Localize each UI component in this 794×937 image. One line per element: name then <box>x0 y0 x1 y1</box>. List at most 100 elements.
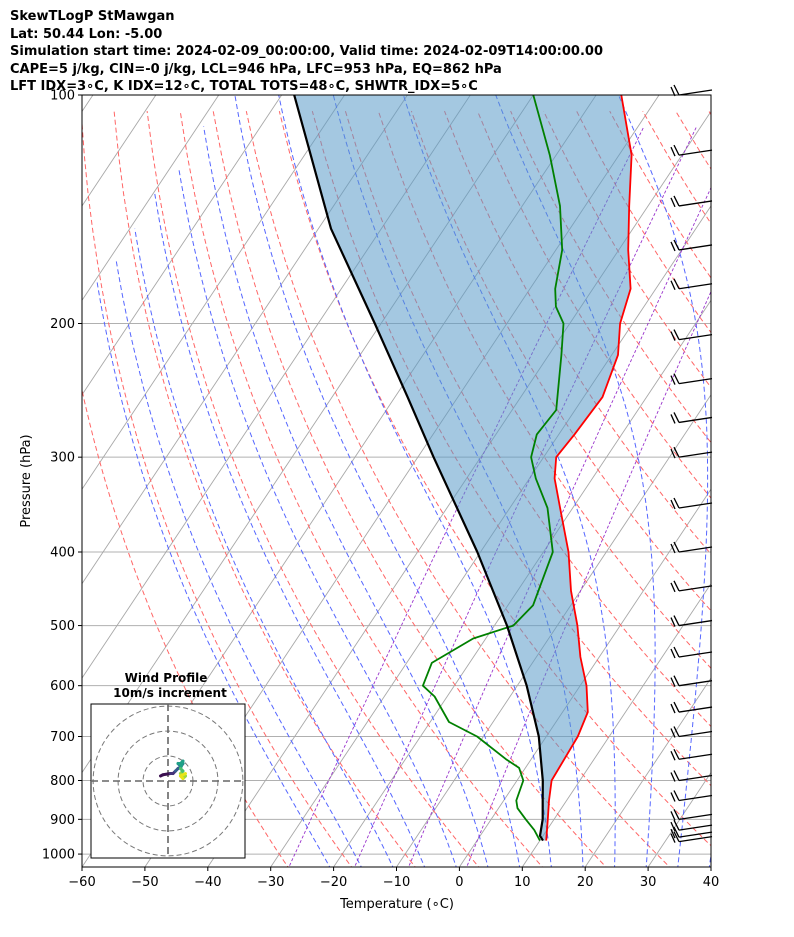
mixing-ratio-line <box>408 186 711 867</box>
isotherm <box>333 299 711 867</box>
x-axis-label: Temperature (∘C) <box>339 897 454 912</box>
dry-adiabat <box>146 111 480 867</box>
wind-barb-flag <box>673 615 680 626</box>
title-cape-line: CAPE=5 j/kg, CIN=-0 j/kg, LCL=946 hPa, L… <box>10 61 502 77</box>
moist-adiabat <box>115 260 362 867</box>
x-tick-label: −10 <box>383 875 410 890</box>
wind-barb-flag <box>673 497 680 509</box>
wind-barb-flag <box>670 648 676 659</box>
x-tick-label: 0 <box>455 875 463 890</box>
isotherm <box>710 866 711 867</box>
wind-barb-flag <box>670 821 676 832</box>
isotherm <box>521 582 711 867</box>
wind-barb <box>678 149 713 156</box>
title-station: SkewTLogP StMawgan <box>10 9 175 24</box>
wind-barb-flag <box>670 811 676 821</box>
x-tick-label: 10 <box>514 875 531 890</box>
wind-barb <box>678 89 713 96</box>
dry-adiabat <box>742 111 794 870</box>
wind-barb-flag <box>673 770 680 781</box>
moist-adiabat <box>278 95 552 867</box>
isotherm <box>774 95 794 867</box>
wind-barb <box>678 333 713 341</box>
wind-barb-flag <box>673 646 680 658</box>
wind-barb-flag <box>673 726 680 737</box>
x-tick-label: 20 <box>577 875 594 890</box>
dewpoint-profile <box>422 95 565 842</box>
moist-adiabat <box>134 228 394 867</box>
dry-adiabat <box>775 111 794 870</box>
wind-barb <box>678 824 713 831</box>
moist-adiabat <box>708 851 711 867</box>
moist-adiabat <box>178 168 457 867</box>
wind-barb <box>678 619 713 627</box>
isotherm <box>82 95 283 396</box>
moist-adiabat <box>154 193 426 867</box>
wind-barb-flag <box>670 792 676 802</box>
y-tick-label: 100 <box>50 89 75 104</box>
dry-adiabat <box>113 111 416 867</box>
y-tick-label: 200 <box>50 317 75 332</box>
x-tick-label: −60 <box>68 875 95 890</box>
wind-barb <box>678 546 713 553</box>
wind-barb <box>678 680 713 687</box>
wind-barb-flag <box>670 772 676 782</box>
hodograph: Wind Profile 10m/s increment <box>90 671 246 859</box>
wind-barb-flag <box>673 329 680 340</box>
isotherm <box>647 771 711 867</box>
dry-adiabat <box>82 116 353 867</box>
dry-adiabat <box>708 110 711 116</box>
wind-barb <box>678 283 713 290</box>
wind-barb-flag <box>670 828 676 839</box>
wind-barb <box>678 794 713 802</box>
wind-barb-flag <box>670 241 676 252</box>
wind-barb-flag <box>673 748 680 760</box>
y-tick-label: 600 <box>50 679 75 694</box>
moist-adiabat <box>203 126 489 867</box>
dry-adiabat <box>510 110 711 444</box>
wind-barb-flag <box>670 703 676 714</box>
y-tick-label: 500 <box>50 619 75 634</box>
wind-barb-flag <box>670 414 676 424</box>
wind-barb <box>678 585 713 592</box>
wind-barb-flag <box>670 375 676 385</box>
dry-adiabat <box>82 387 289 867</box>
wind-barb-flag <box>673 278 680 290</box>
wind-barb-flag <box>670 331 676 341</box>
isotherm <box>82 95 345 491</box>
wind-barb-flag <box>670 448 676 459</box>
x-axis: −60 −50 −40 −30 −20 −10 0 10 20 30 40 <box>68 867 719 890</box>
wind-barb-flag <box>673 195 680 207</box>
moist-adiabat <box>495 95 656 867</box>
wind-barb-flag <box>673 826 680 838</box>
wind-barb-flag <box>673 144 680 156</box>
isotherm <box>584 677 711 867</box>
wind-barb-flag <box>670 582 676 593</box>
wind-barb-flag <box>670 728 676 738</box>
wind-barb <box>678 753 713 760</box>
wind-barb-flag <box>673 831 680 842</box>
y-tick-label: 1000 <box>42 848 75 863</box>
parcel-profile <box>293 95 544 842</box>
x-tick-label: −40 <box>194 875 221 890</box>
x-tick-label: 30 <box>640 875 657 890</box>
hodograph-subtitle: 10m/s increment <box>113 686 227 700</box>
wind-barb-flag <box>673 701 680 713</box>
y-tick-label: 900 <box>50 813 75 828</box>
hodograph-segment <box>178 772 187 778</box>
wind-barb-flag <box>673 541 680 553</box>
wind-barb <box>678 502 713 509</box>
wind-barb-flag <box>670 543 676 554</box>
wind-barb <box>678 831 713 838</box>
dry-adiabat <box>311 110 711 787</box>
y-tick-label: 400 <box>50 546 75 561</box>
moist-adiabat <box>96 279 331 867</box>
dry-adiabat <box>642 110 711 225</box>
wind-barb-flag <box>673 412 680 423</box>
cape-area <box>294 95 632 841</box>
wind-barb-flag <box>673 84 680 96</box>
wind-barb-flag <box>673 373 680 384</box>
wind-barb-flag <box>670 677 676 687</box>
x-tick-label: −30 <box>257 875 284 890</box>
